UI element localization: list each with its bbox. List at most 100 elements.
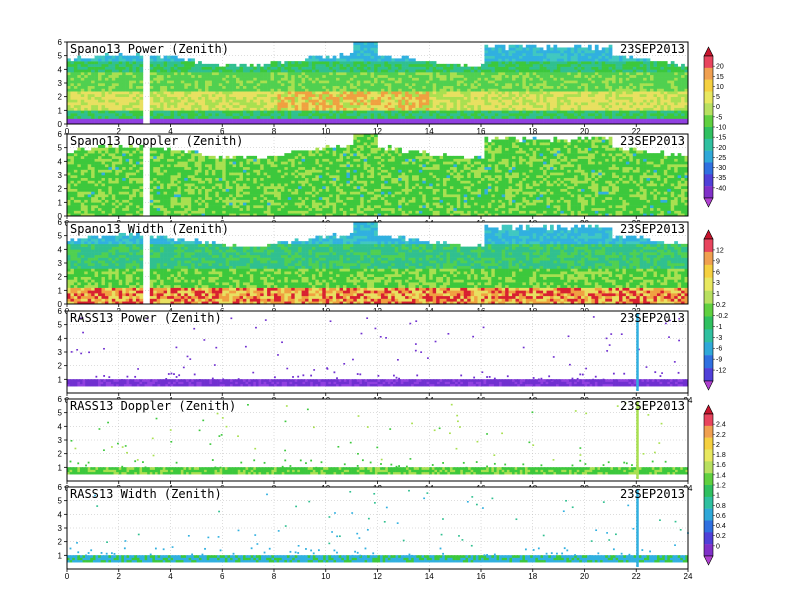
data-cell xyxy=(508,88,513,92)
data-cell xyxy=(267,113,271,117)
data-cell xyxy=(284,104,289,108)
data-cell xyxy=(298,118,302,122)
data-cell xyxy=(239,63,244,67)
data-cell xyxy=(498,74,502,78)
data-cell xyxy=(429,72,433,76)
data-cell xyxy=(260,66,264,70)
data-cell xyxy=(108,213,113,217)
data-cell xyxy=(291,104,295,108)
data-cell xyxy=(525,121,530,125)
data-cell xyxy=(622,58,627,62)
data-cell xyxy=(581,80,585,84)
data-cell xyxy=(70,161,75,165)
data-cell xyxy=(111,74,116,78)
data-cell xyxy=(118,202,123,206)
data-cell xyxy=(232,83,237,87)
data-cell xyxy=(525,63,530,67)
data-cell xyxy=(353,83,358,87)
data-cell xyxy=(605,63,609,67)
data-cell xyxy=(560,104,565,108)
data-cell xyxy=(280,93,285,97)
data-cell xyxy=(481,93,485,97)
data-cell xyxy=(553,44,558,48)
data-cell xyxy=(253,72,258,76)
data-cell xyxy=(267,93,271,97)
data-cell xyxy=(494,50,499,54)
data-cell xyxy=(632,72,637,76)
data-cell xyxy=(84,150,88,154)
data-cell xyxy=(208,83,213,87)
data-cell xyxy=(467,66,471,70)
data-cell xyxy=(267,96,271,100)
data-cell xyxy=(391,110,396,114)
data-cell xyxy=(104,172,109,176)
data-cell xyxy=(477,96,482,100)
data-cell xyxy=(591,96,596,100)
data-cell xyxy=(619,104,623,108)
data-cell xyxy=(505,77,509,81)
data-cell xyxy=(405,69,409,73)
data-cell xyxy=(522,55,527,59)
data-cell xyxy=(598,104,603,108)
data-cell xyxy=(598,102,603,106)
data-cell xyxy=(463,118,468,122)
data-cell xyxy=(336,61,340,65)
data-cell xyxy=(387,102,392,106)
data-cell xyxy=(584,47,589,51)
data-cell xyxy=(432,115,437,119)
data-cell xyxy=(298,77,302,81)
data-cell xyxy=(311,58,316,62)
data-cell xyxy=(318,55,323,59)
data-cell xyxy=(663,113,668,117)
data-cell xyxy=(98,66,102,70)
data-cell xyxy=(512,69,516,73)
data-cell xyxy=(446,121,451,125)
data-cell xyxy=(380,115,385,119)
data-cell xyxy=(387,93,392,97)
data-cell xyxy=(67,63,71,67)
data-cell xyxy=(136,99,140,103)
data-cell xyxy=(653,88,658,92)
data-cell xyxy=(518,55,523,59)
data-cell xyxy=(594,50,599,54)
data-cell xyxy=(501,99,506,103)
data-cell xyxy=(294,99,299,103)
data-cell xyxy=(477,69,482,73)
data-cell xyxy=(104,202,109,206)
data-cell xyxy=(619,107,623,111)
data-cell xyxy=(515,58,520,62)
data-cell xyxy=(619,88,623,92)
data-cell xyxy=(173,83,178,87)
data-cell xyxy=(160,63,164,67)
data-cell xyxy=(91,118,95,122)
data-cell xyxy=(249,107,254,111)
data-cell xyxy=(211,115,216,119)
data-cell xyxy=(405,72,409,76)
data-cell xyxy=(132,121,137,125)
data-cell xyxy=(584,115,589,119)
data-cell xyxy=(125,102,130,106)
data-cell xyxy=(211,85,216,89)
data-cell xyxy=(343,72,347,76)
data-cell xyxy=(167,107,171,111)
data-cell xyxy=(539,55,544,59)
data-cell xyxy=(104,118,109,122)
data-cell xyxy=(242,104,247,108)
data-cell xyxy=(608,91,613,95)
data-cell xyxy=(98,104,102,108)
data-cell xyxy=(118,83,123,87)
data-cell xyxy=(632,74,637,78)
data-cell xyxy=(122,172,126,176)
data-cell xyxy=(370,47,375,51)
data-cell xyxy=(339,102,344,106)
data-cell xyxy=(370,55,375,59)
data-cell xyxy=(539,110,544,114)
data-cell xyxy=(115,55,120,59)
data-cell xyxy=(432,83,437,87)
data-cell xyxy=(525,115,530,119)
data-cell xyxy=(463,121,468,125)
data-cell xyxy=(515,61,520,65)
data-cell xyxy=(70,102,75,106)
data-cell xyxy=(253,104,258,108)
